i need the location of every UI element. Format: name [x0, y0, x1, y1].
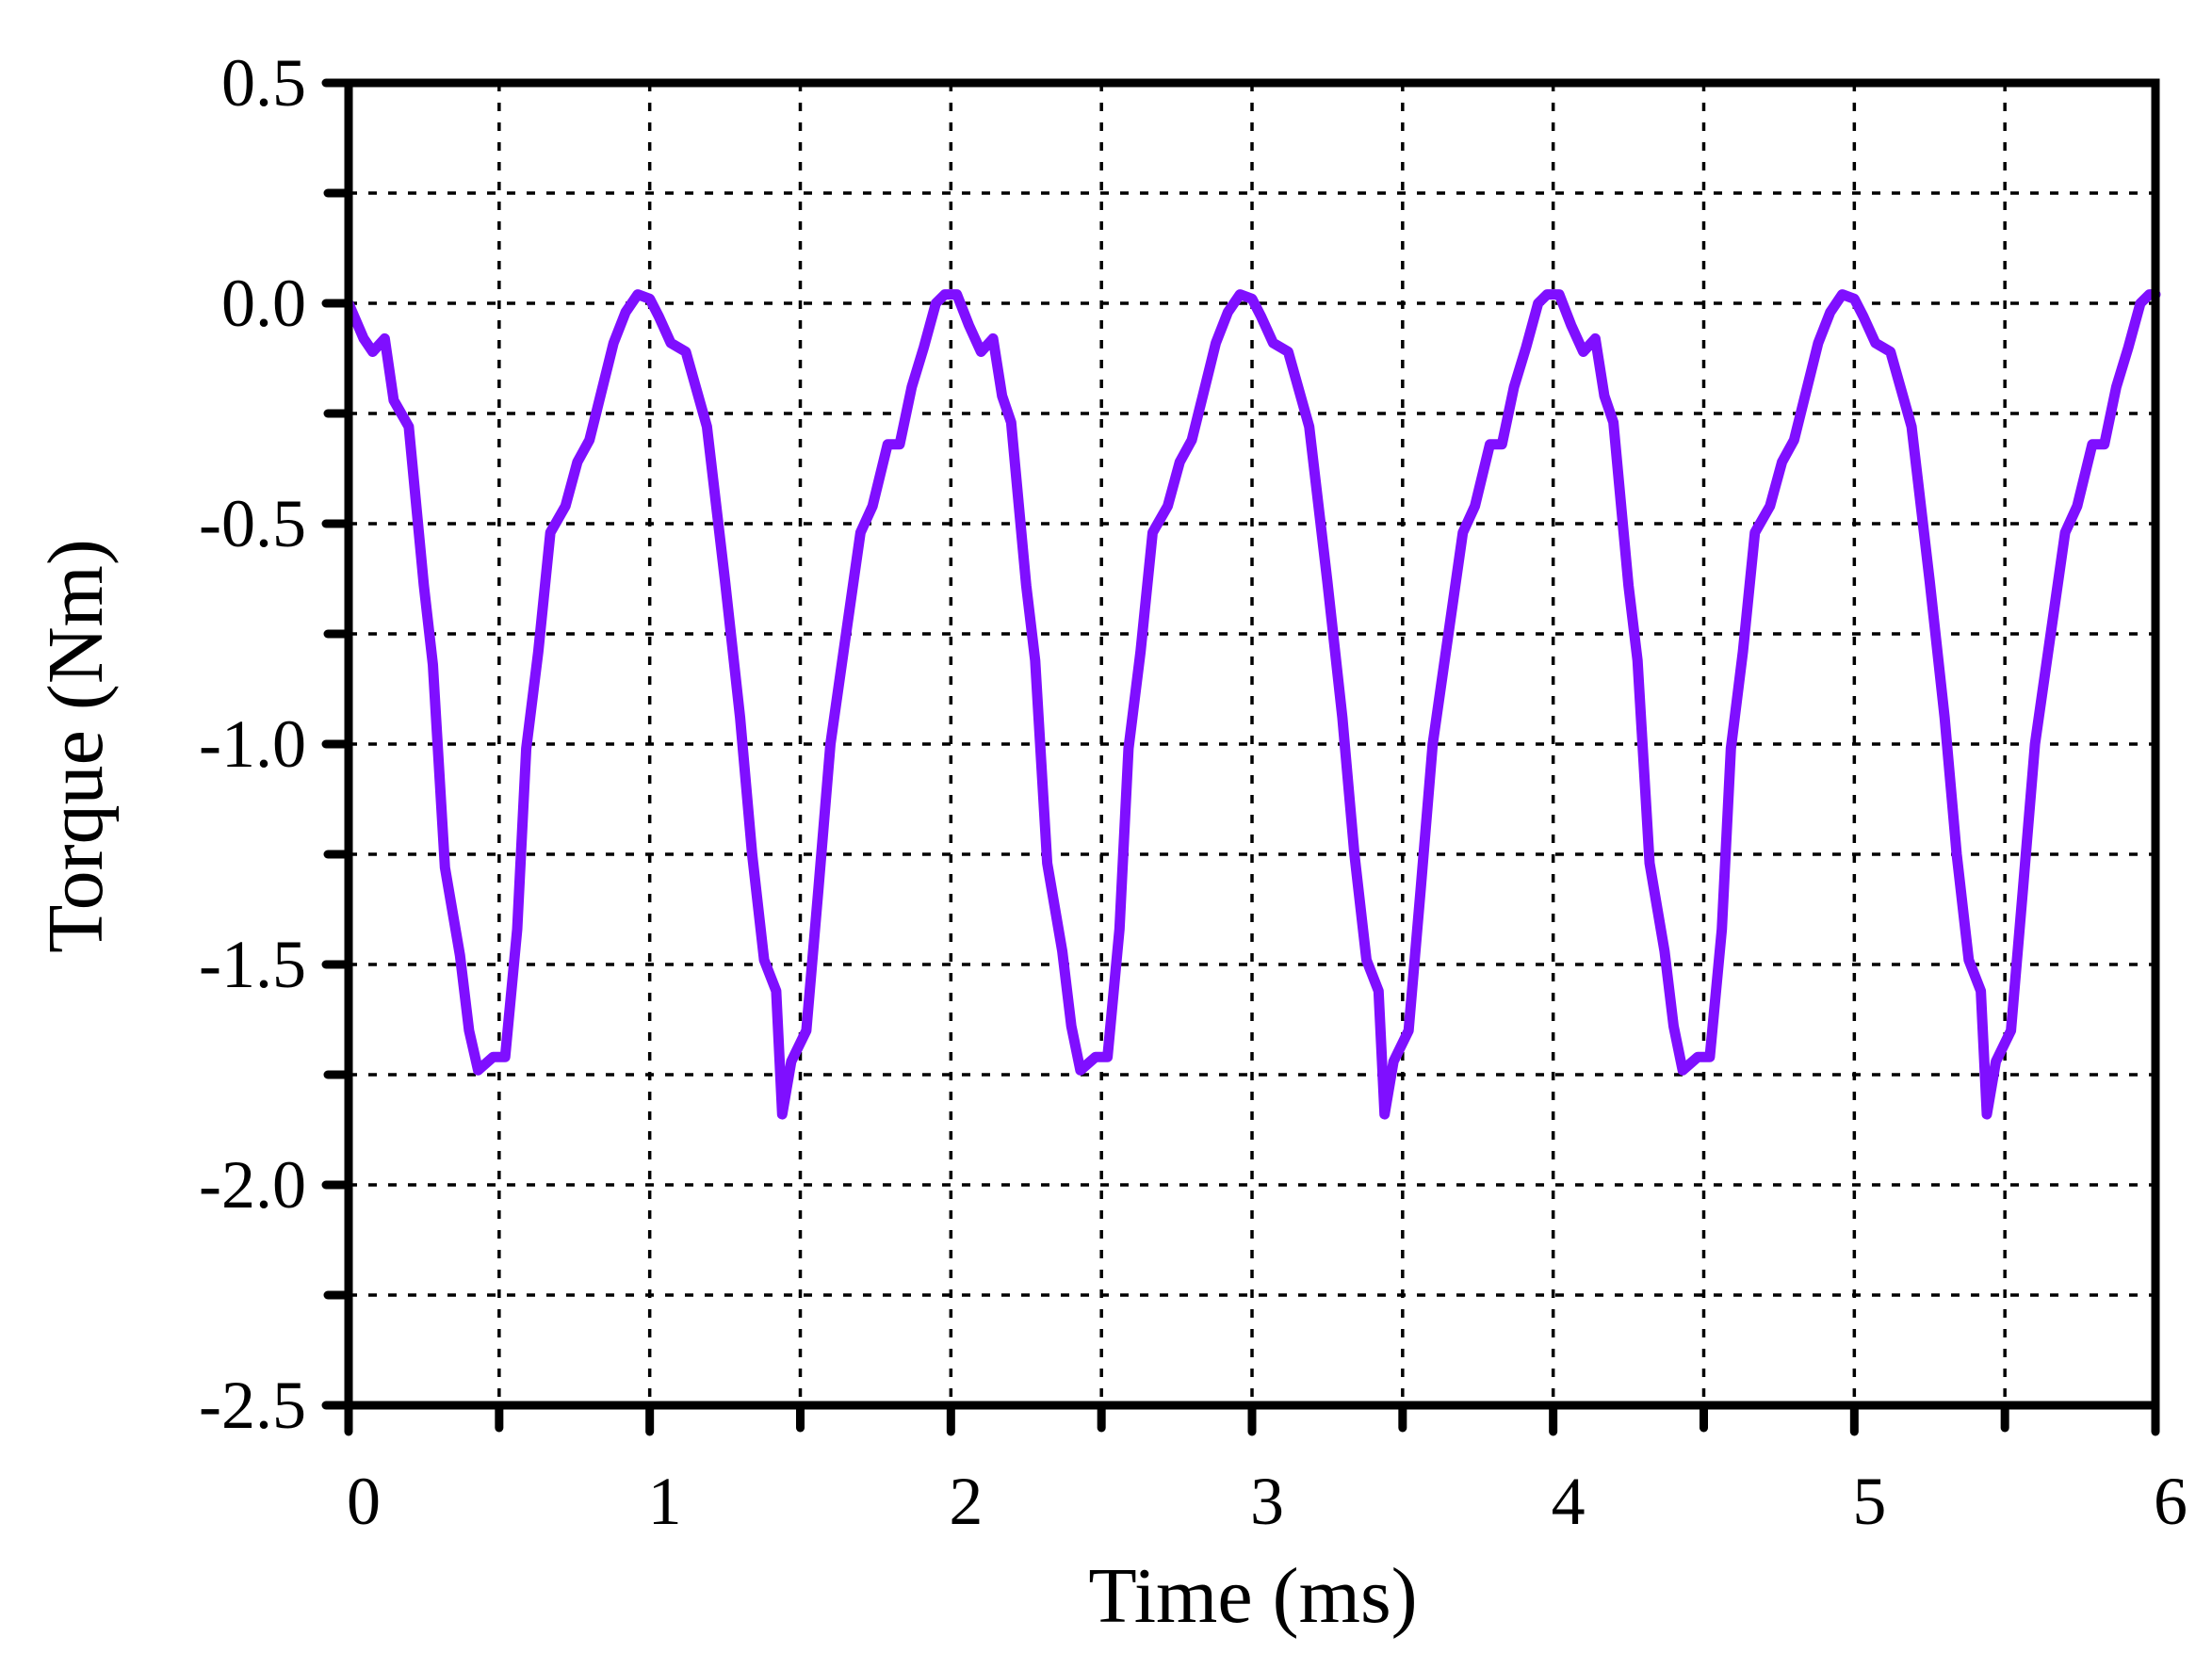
- axis-ticks: [321, 78, 2160, 1436]
- tick-labels: 0.5 0.0 -0.5 -1.0 -1.5 -2.0 -2.5 0 1 2 3 4 5 6: [199, 45, 2188, 1539]
- x-tick-label: 0: [347, 1464, 381, 1539]
- series-line: [343, 289, 2161, 1120]
- y-tick-label: -1.5: [199, 927, 306, 1002]
- y-tick-label: 0.0: [221, 266, 306, 341]
- x-tick-label: 4: [1552, 1464, 1586, 1539]
- y-tick-label: -2.5: [199, 1368, 306, 1443]
- y-tick-label: -2.0: [199, 1147, 306, 1223]
- plot-frame: [344, 78, 2160, 1410]
- x-tick-label: 1: [648, 1464, 682, 1539]
- x-tick-label: 6: [2154, 1464, 2188, 1539]
- x-tick-label: 5: [1852, 1464, 1886, 1539]
- y-tick-label: -1.0: [199, 706, 306, 782]
- grid: [349, 83, 2155, 1405]
- y-tick-label: 0.5: [221, 45, 306, 121]
- y-tick-label: -0.5: [199, 486, 306, 561]
- x-tick-label: 2: [949, 1464, 983, 1539]
- x-tick-label: 3: [1250, 1464, 1284, 1539]
- series-layer: [343, 289, 2161, 1120]
- y-axis-title: Torque (Nm): [32, 539, 120, 953]
- x-axis-title: Time (ms): [1088, 1552, 1417, 1640]
